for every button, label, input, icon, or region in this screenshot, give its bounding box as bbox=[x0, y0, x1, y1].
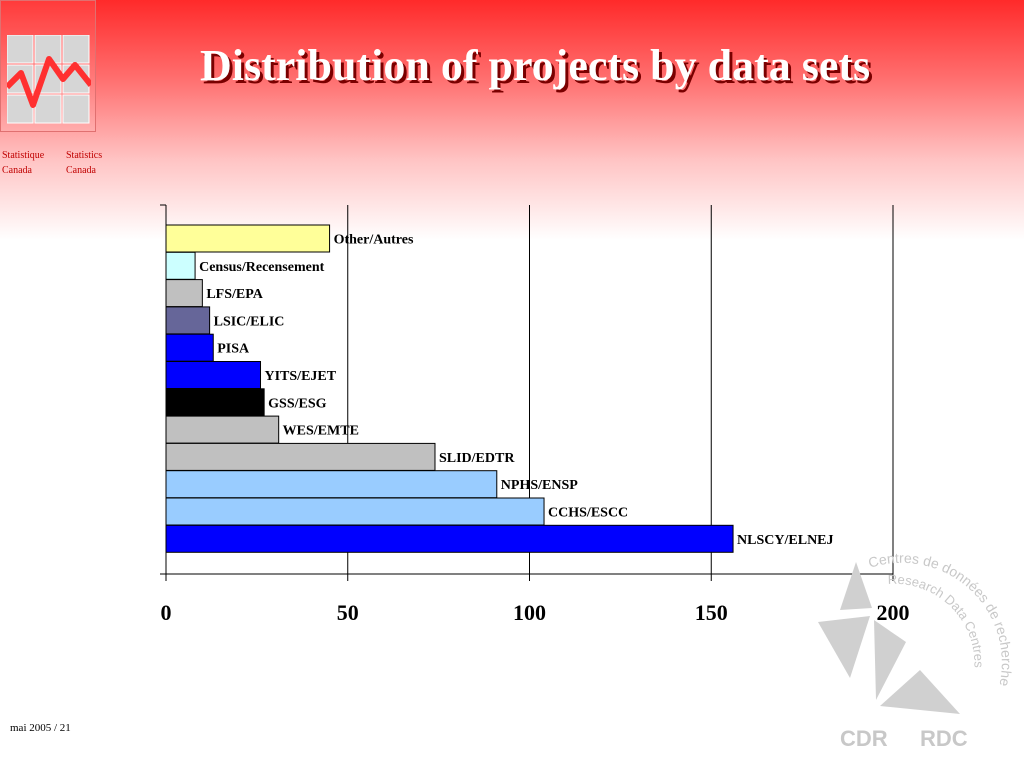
x-tick-label-50: 50 bbox=[337, 600, 359, 625]
statcan-logo bbox=[0, 0, 96, 132]
bar-other-autres bbox=[165, 224, 331, 253]
statcan-chart-icon bbox=[7, 35, 91, 124]
bar-slid-edtr bbox=[165, 442, 436, 471]
bar-label-wes-emte: WES/EMTE bbox=[283, 424, 359, 439]
bar-label-slid-edtr: SLID/EDTR bbox=[439, 451, 515, 466]
bar-nlscy-elnej bbox=[165, 524, 734, 553]
bar-label-cchs-escc: CCHS/ESCC bbox=[548, 506, 628, 521]
bar-pisa bbox=[165, 333, 214, 362]
org-name-en: Statistics Canada bbox=[66, 150, 103, 176]
bar-label-other-autres: Other/Autres bbox=[334, 233, 414, 248]
bar-label-pisa: PISA bbox=[217, 342, 250, 357]
bar-lsic-elic bbox=[165, 306, 211, 335]
rdc-abbr-fr: RDC bbox=[920, 726, 968, 751]
bar-cchs-escc bbox=[165, 497, 545, 526]
bar-label-gss-esg: GSS/ESG bbox=[268, 396, 326, 411]
bar-label-nlscy-elnej: NLSCY/ELNEJ bbox=[737, 533, 833, 548]
x-tick-label-200: 200 bbox=[877, 600, 910, 625]
x-tick-label-100: 100 bbox=[513, 600, 546, 625]
bar-nphs-ensp bbox=[165, 470, 498, 499]
chart-bars: Other/Autres Census/Recensement LFS/EPA LSI… bbox=[165, 224, 834, 553]
bar-label-yits-ejet: YITS/EJET bbox=[265, 369, 337, 384]
rdc-shape-top bbox=[840, 562, 872, 610]
x-tick-label-150: 150 bbox=[695, 600, 728, 625]
bar-label-census-recensement: Census/Recensement bbox=[199, 260, 325, 275]
bar-gss-esg bbox=[165, 388, 265, 417]
bar-label-lfs-epa: LFS/EPA bbox=[206, 287, 263, 302]
bar-census-recensement bbox=[165, 251, 196, 280]
bar-label-lsic-elic: LSIC/ELIC bbox=[214, 314, 285, 329]
rdc-abbr-en: CDR bbox=[840, 726, 888, 751]
x-tick-label-0: 0 bbox=[161, 600, 172, 625]
rdc-logo: Centres de données de recherche Research… bbox=[818, 550, 1015, 751]
bar-label-nphs-ensp: NPHS/ENSP bbox=[501, 478, 578, 493]
bar-lfs-epa bbox=[165, 279, 203, 308]
org-name-fr: Statistique Canada bbox=[2, 150, 45, 176]
slide-title: Distribution of projects by data sets bbox=[200, 41, 871, 90]
rdc-shape-mid bbox=[874, 620, 906, 700]
bar-yits-ejet bbox=[165, 361, 262, 389]
bar-wes-emte bbox=[165, 415, 280, 444]
footer-date-page: mai 2005 / 21 bbox=[10, 722, 71, 734]
chart-axes: 0 50 100 150 200 bbox=[160, 204, 910, 625]
rdc-shape-left bbox=[818, 616, 870, 678]
rdc-shape-bottom bbox=[880, 670, 960, 714]
